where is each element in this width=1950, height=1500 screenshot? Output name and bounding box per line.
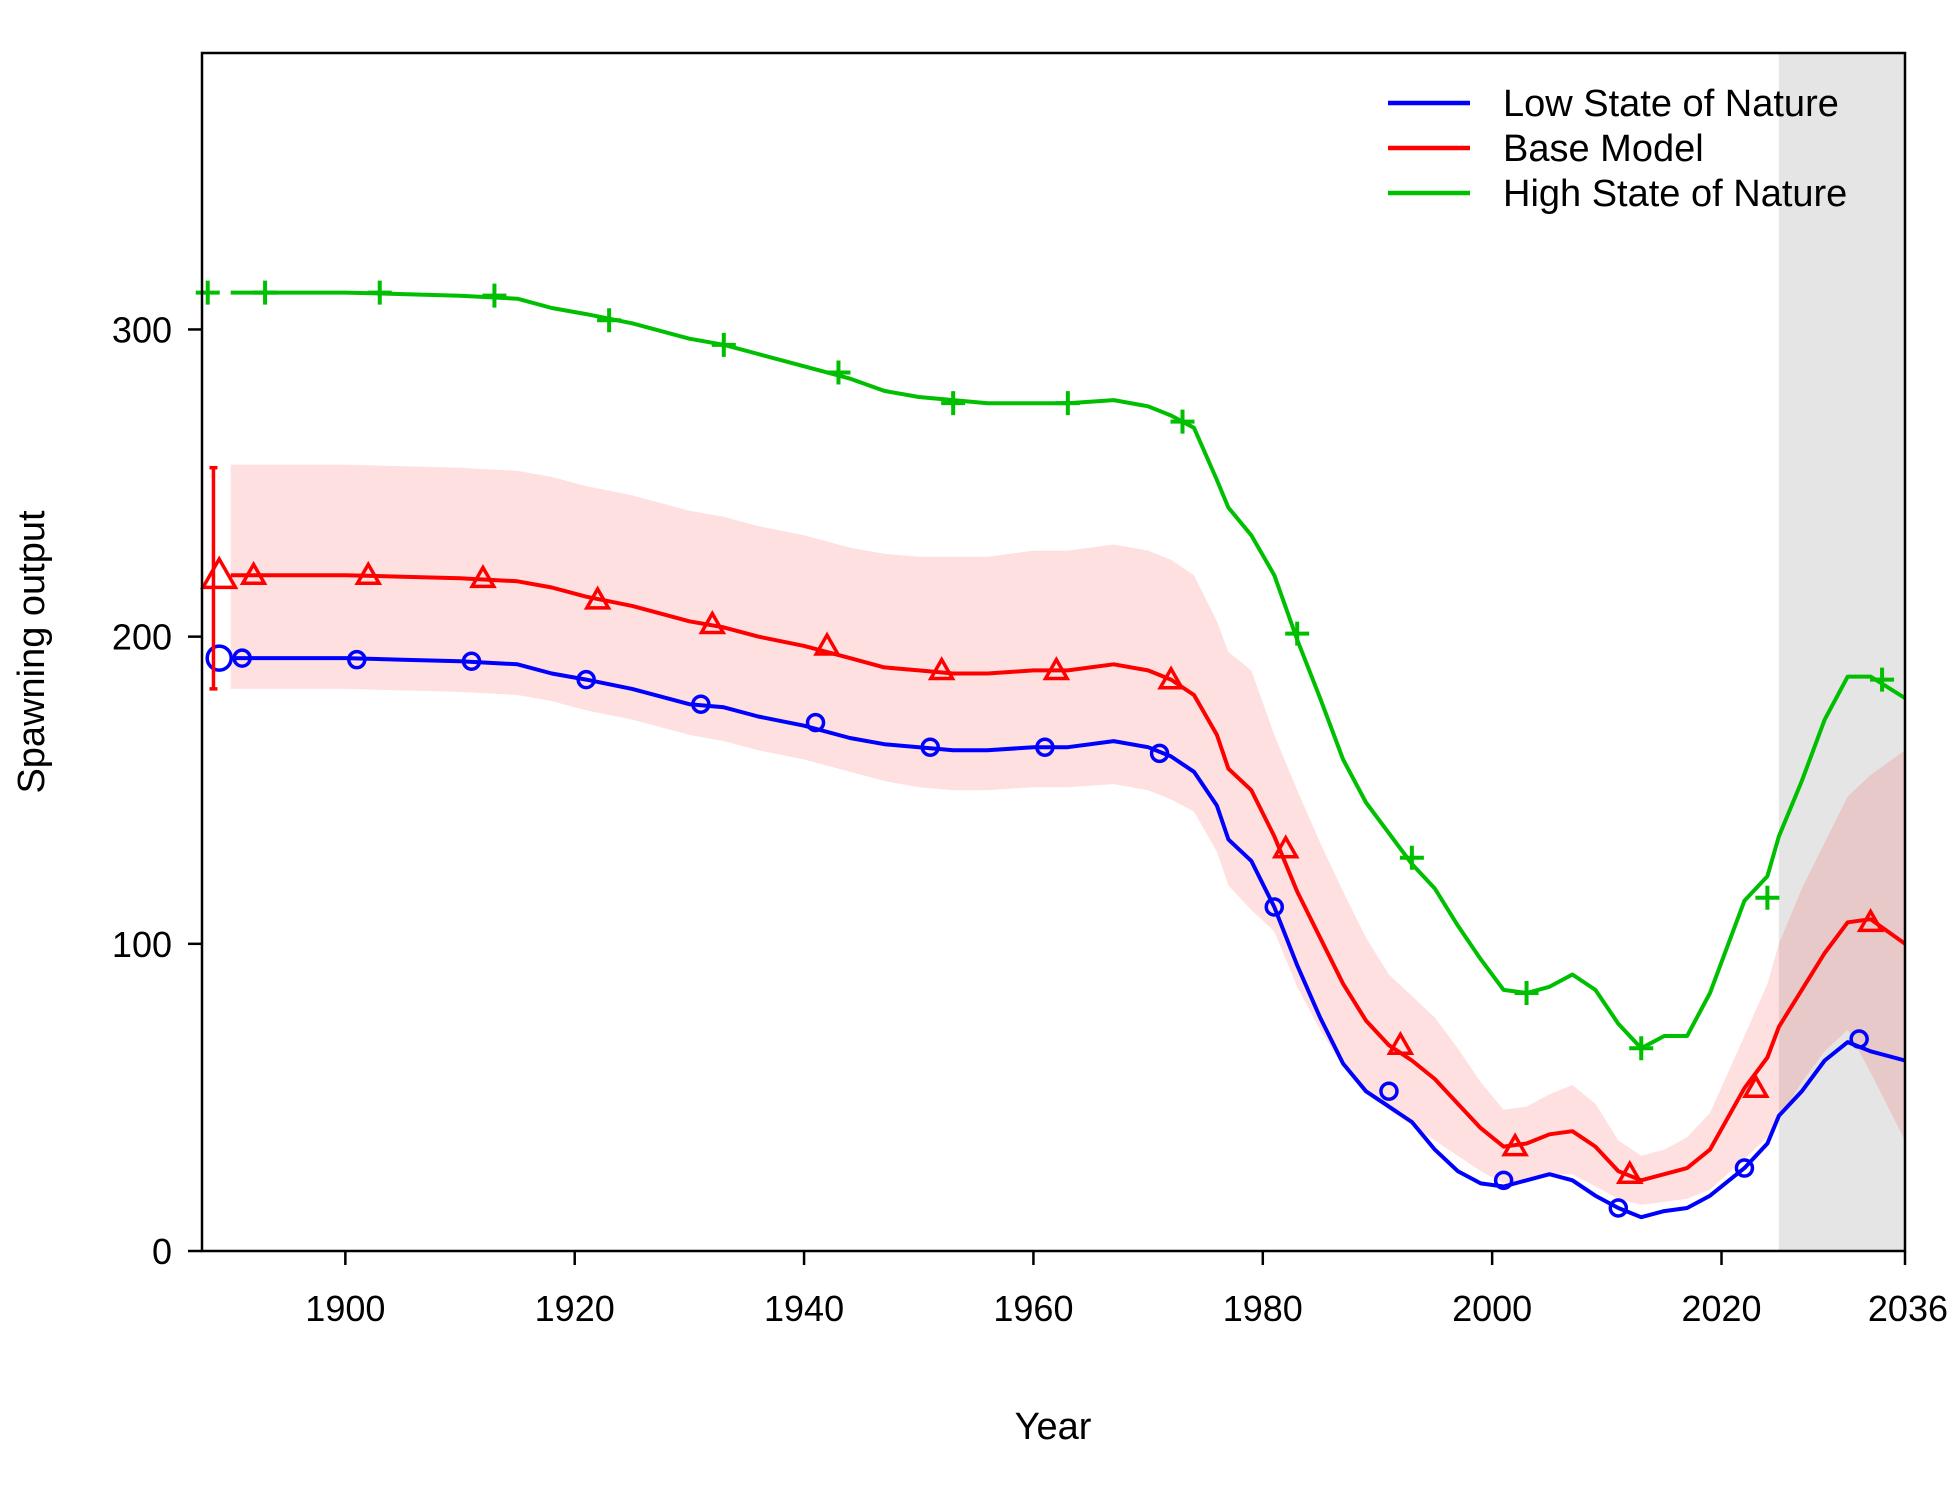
base-model-marker xyxy=(239,560,268,586)
low-state-of-nature-marker xyxy=(805,712,826,733)
x-tick-label: 1960 xyxy=(993,1288,1073,1329)
x-tick-label: 1900 xyxy=(305,1288,385,1329)
low-state-of-nature-marker xyxy=(347,649,367,670)
high-state-of-nature-marker xyxy=(195,280,220,305)
high-state-of-nature-marker xyxy=(1755,885,1780,910)
legend-label-high-state-of-nature: High State of Nature xyxy=(1503,173,1847,215)
base-model-marker xyxy=(199,555,239,590)
base-model-marker xyxy=(698,610,727,635)
high-state-of-nature-marker xyxy=(826,360,851,385)
high-state-of-nature-marker xyxy=(367,280,392,305)
base-model-marker xyxy=(354,560,383,586)
y-tick-label: 0 xyxy=(152,1231,172,1272)
high-state-of-nature-marker xyxy=(1399,845,1424,870)
x-tick-label: 1980 xyxy=(1223,1288,1303,1329)
low-state-of-nature-marker xyxy=(1149,743,1170,764)
base-model-marker xyxy=(1501,1132,1529,1157)
base-model-ci-band xyxy=(230,464,1906,1205)
base-model-marker xyxy=(1271,834,1300,859)
base-model-line xyxy=(230,573,1907,1183)
series-lines xyxy=(230,290,1907,1220)
high-state-of-nature-marker xyxy=(711,332,736,357)
base-model-marker xyxy=(1386,1030,1415,1056)
x-tick-label: 1920 xyxy=(535,1288,615,1329)
low-state-of-nature-marker xyxy=(1493,1170,1514,1191)
legend-label-base-model: Base Model xyxy=(1503,128,1704,170)
low-state-of-nature-marker xyxy=(920,737,940,757)
low-state-of-nature-marker xyxy=(576,669,596,690)
x-axis: 1900 1920 1940 1960 1980 2000 2020 2036 xyxy=(305,1251,1948,1329)
low-state-of-nature-line xyxy=(230,656,1906,1220)
base-model-marker xyxy=(469,563,497,589)
y-axis-title: Spawning output xyxy=(11,510,53,794)
high-state-of-nature-marker xyxy=(1170,409,1195,434)
x-tick-label: 2036 xyxy=(1868,1288,1948,1329)
y-tick-label: 200 xyxy=(112,617,172,658)
y-tick-label: 300 xyxy=(112,309,172,350)
base-model-marker xyxy=(1157,665,1185,690)
forecast-region xyxy=(1778,53,1905,1251)
legend-label-low-state-of-nature: Low State of Nature xyxy=(1503,83,1839,125)
low-state-of-nature-marker xyxy=(1608,1198,1629,1218)
x-tick-label: 2000 xyxy=(1452,1288,1532,1329)
initial-interval xyxy=(209,465,218,691)
low-state-of-nature-marker xyxy=(1264,897,1285,917)
x-tick-label: 2020 xyxy=(1681,1288,1761,1329)
base-model-marker xyxy=(1615,1159,1644,1185)
plot-frame xyxy=(200,51,1907,1253)
base-model-marker xyxy=(1856,907,1885,933)
high-state-of-nature-marker xyxy=(941,391,966,416)
high-state-of-nature-marker xyxy=(597,308,622,333)
high-state-of-nature-line xyxy=(230,290,1907,1051)
low-state-of-nature-marker xyxy=(1035,737,1055,757)
y-axis: 0 100 200 300 xyxy=(112,309,202,1272)
low-state-of-nature-marker xyxy=(1734,1158,1755,1178)
base-model-marker xyxy=(813,631,841,656)
high-state-of-nature-marker xyxy=(1055,391,1080,416)
low-state-of-nature-marker xyxy=(1849,1029,1869,1049)
base-model-marker xyxy=(927,656,956,681)
high-state-of-nature-marker xyxy=(1870,667,1895,692)
x-axis-title: Year xyxy=(1015,1406,1092,1448)
high-state-of-nature-marker xyxy=(253,280,278,305)
high-state-of-nature-marker xyxy=(482,283,507,308)
low-state-of-nature-marker xyxy=(461,651,482,671)
low-state-of-nature-marker xyxy=(232,648,252,668)
high-state-of-nature-marker xyxy=(1514,980,1539,1005)
low-state-of-nature-marker xyxy=(205,644,233,672)
y-tick-label: 100 xyxy=(112,924,172,965)
high-state-of-nature-marker xyxy=(1285,621,1310,646)
confidence-band xyxy=(230,464,1906,1205)
x-tick-label: 1940 xyxy=(764,1288,844,1329)
low-state-of-nature-marker xyxy=(691,694,711,714)
low-state-of-nature-marker xyxy=(1379,1081,1399,1102)
base-model-marker xyxy=(1742,1073,1770,1099)
base-model-marker xyxy=(1042,656,1071,681)
high-state-of-nature-marker xyxy=(1629,1036,1654,1061)
base-model-marker xyxy=(583,585,612,610)
series-markers xyxy=(195,280,1895,1218)
